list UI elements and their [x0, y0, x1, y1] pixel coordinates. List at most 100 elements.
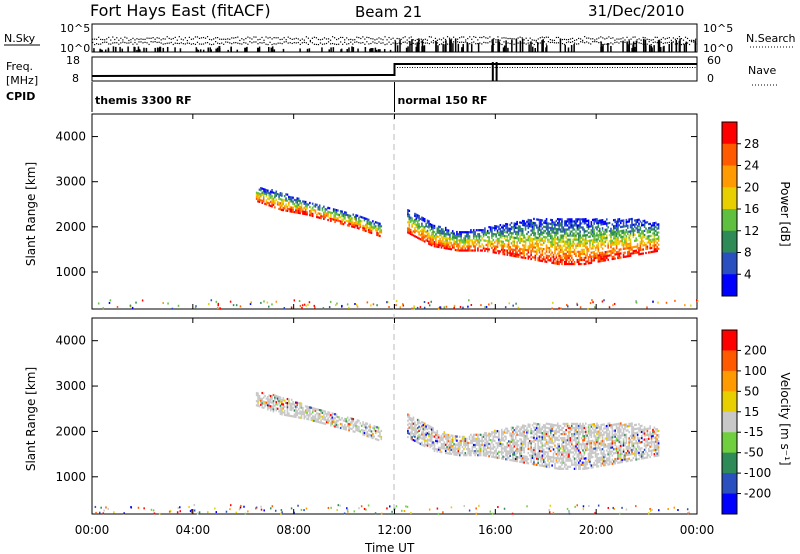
noise-sky-dot	[503, 41, 505, 43]
range-gate-cell	[495, 225, 497, 228]
range-gate-cell	[537, 445, 539, 448]
range-gate-cell	[475, 239, 478, 242]
range-gate-cell	[421, 230, 423, 233]
noise-search-dot	[136, 38, 138, 40]
range-gate-cell	[496, 446, 499, 449]
range-gate-cell	[495, 448, 497, 451]
range-gate-cell	[468, 231, 471, 234]
range-gate-cell	[444, 449, 447, 453]
range-gate-cell	[305, 304, 307, 307]
range-gate-cell	[516, 245, 518, 248]
range-gate-cell	[556, 238, 559, 241]
range-gate-cell	[545, 226, 548, 229]
noise-sky-dot	[610, 42, 612, 44]
range-gate-cell	[559, 248, 562, 251]
range-gate-cell	[656, 233, 658, 236]
range-gate-cell	[510, 450, 513, 454]
range-gate-cell	[526, 249, 528, 252]
noise-bar	[454, 38, 457, 52]
noise-search-dot	[676, 37, 679, 40]
noise-sky-dot	[184, 43, 186, 45]
noise-bar	[394, 41, 397, 52]
range-gate-cell	[484, 227, 486, 230]
range-gate-cell	[590, 239, 593, 242]
velocity-data	[94, 391, 690, 515]
range-gate-cell	[545, 236, 548, 239]
range-gate-cell	[408, 232, 411, 235]
range-gate-cell	[472, 243, 475, 246]
range-gate-cell	[540, 255, 542, 258]
range-gate-cell	[423, 301, 426, 304]
range-gate-cell	[470, 303, 473, 306]
range-gate-cell	[590, 261, 593, 264]
noise-bar	[100, 49, 103, 52]
range-gate-cell	[639, 220, 642, 223]
noise-search-dot	[301, 38, 303, 40]
range-gate-cell	[645, 245, 647, 249]
noise-search-dot	[221, 38, 223, 40]
range-gate-cell	[484, 247, 486, 250]
range-gate-cell	[625, 220, 628, 224]
range-gate-cell	[310, 418, 313, 422]
range-gate-cell	[562, 230, 565, 233]
range-gate-cell	[591, 230, 594, 234]
nave-dot	[412, 67, 414, 68]
range-gate-cell	[523, 461, 525, 464]
range-gate-cell	[506, 450, 509, 453]
range-gate-cell	[324, 418, 327, 421]
range-gate-cell	[488, 434, 490, 437]
range-gate-cell	[279, 412, 282, 415]
noise-search-dot	[96, 38, 98, 40]
range-gate-cell	[408, 221, 411, 225]
range-gate-cell	[619, 248, 622, 251]
noise-search-dot	[237, 36, 239, 38]
range-gate-cell	[544, 221, 546, 225]
range-gate-cell	[622, 243, 625, 246]
noise-search-dot	[406, 39, 408, 41]
range-gate-cell	[302, 406, 304, 410]
range-gate-cell	[549, 460, 552, 463]
range-gate-cell	[575, 230, 577, 233]
range-gate-cell	[458, 241, 461, 244]
noise-search-dot	[269, 36, 271, 39]
range-gate-cell	[625, 239, 628, 242]
range-gate-cell	[563, 232, 566, 235]
range-gate-cell	[603, 259, 605, 262]
range-gate-cell	[512, 436, 514, 440]
range-gate-cell	[650, 224, 653, 227]
range-gate-cell	[582, 220, 584, 223]
range-gate-cell	[443, 435, 446, 438]
range-gate-cell	[380, 225, 383, 228]
range-gate-cell	[323, 418, 325, 421]
freq-tick-bottom: 8	[72, 72, 79, 85]
nave-dot	[439, 67, 441, 68]
range-gate-cell	[423, 436, 426, 440]
range-gate-cell	[512, 457, 514, 460]
range-gate-cell	[482, 233, 485, 236]
range-gate-cell	[313, 419, 315, 422]
range-gate-cell	[545, 250, 548, 253]
range-gate-cell	[355, 214, 357, 217]
range-gate-cell	[488, 432, 490, 435]
nave-dot	[582, 67, 584, 68]
range-gate-cell	[262, 198, 265, 201]
range-gate-cell	[429, 229, 432, 232]
range-gate-cell	[523, 441, 525, 444]
range-gate-cell	[464, 239, 467, 242]
range-gate-cell	[492, 234, 495, 238]
range-gate-cell	[414, 425, 416, 428]
range-gate-cell	[534, 258, 537, 261]
range-gate-cell	[355, 224, 357, 227]
range-gate-cell	[519, 427, 521, 431]
range-gate-cell	[520, 239, 523, 243]
range-gate-cell	[293, 403, 296, 406]
range-gate-cell	[549, 439, 552, 442]
noise-sky-dot	[616, 41, 618, 43]
range-gate-cell	[463, 239, 465, 242]
range-gate-cell	[650, 240, 653, 243]
range-gate-cell	[416, 230, 419, 233]
noise-search-dot	[410, 36, 412, 38]
range-gate-cell	[279, 206, 282, 209]
noise-search-dot	[692, 39, 695, 42]
range-gate-cell	[556, 445, 559, 448]
